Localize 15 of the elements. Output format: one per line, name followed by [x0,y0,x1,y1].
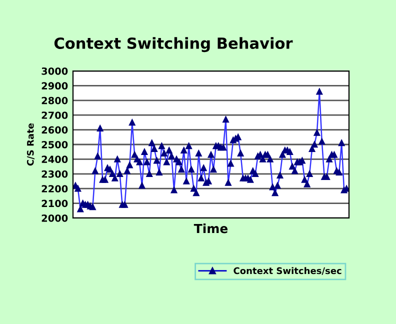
y-tick-label: 3000 [42,67,68,75]
legend-label: Context Switches/sec [234,267,342,275]
y-tick-label: 2600 [42,126,68,134]
chart-title: Context Switching Behavior [54,37,293,52]
y-tick-label: 2800 [42,96,68,104]
y-tick-label: 2000 [42,214,68,222]
y-tick-label: 2300 [42,170,68,178]
y-axis-title: C/S Rate [26,123,34,166]
y-tick-label: 2400 [42,156,68,164]
y-tick-label: 2900 [42,82,68,90]
x-axis-title: Time [194,224,228,234]
y-tick-label: 2100 [42,200,68,208]
y-tick-label: 2200 [42,185,68,192]
y-tick-label: 2700 [42,112,68,119]
y-tick-label: 2500 [42,140,68,148]
